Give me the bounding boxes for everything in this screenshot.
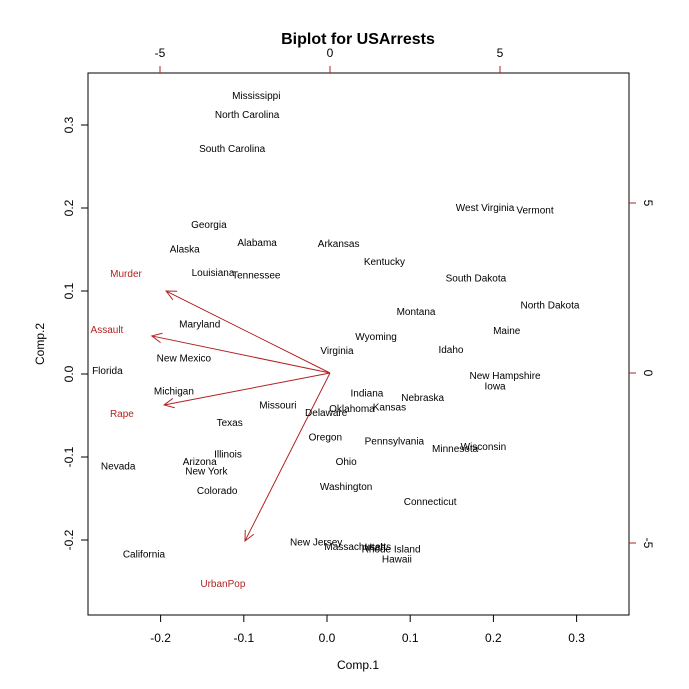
arrowhead-icon — [150, 332, 163, 344]
observation-label: Wyoming — [355, 332, 397, 343]
observation-label: Hawaii — [382, 554, 412, 565]
observation-label: North Carolina — [215, 110, 280, 121]
observation-label: New York — [185, 466, 228, 477]
observation-label: Connecticut — [404, 497, 457, 508]
observation-label: Wisconsin — [461, 442, 507, 453]
right-tick-label: -5 — [641, 538, 655, 549]
observation-label: Pennsylvania — [365, 436, 425, 447]
x-tick-label: -0.1 — [233, 631, 254, 645]
observation-label: Oregon — [309, 432, 342, 443]
observation-label: Missouri — [259, 401, 296, 412]
y-axis-label: Comp.2 — [33, 323, 47, 365]
observation-label: Texas — [217, 418, 243, 429]
observation-label: Alabama — [237, 238, 277, 249]
loading-arrows: Murder Assault Rape UrbanPop — [91, 269, 331, 590]
observation-label: Maryland — [179, 319, 220, 330]
observation-label: Maine — [493, 326, 521, 337]
observation-label: Nebraska — [401, 393, 444, 404]
top-axis: -5 0 5 — [155, 46, 504, 73]
top-tick-label: 0 — [327, 46, 334, 60]
observation-label: Kentucky — [364, 257, 405, 268]
observation-label: Massachusetts — [324, 542, 391, 553]
right-tick-label: 5 — [641, 200, 655, 207]
observation-label: Iowa — [485, 382, 507, 393]
observation-label: Delaware — [305, 408, 348, 419]
observation-label: Washington — [320, 482, 372, 493]
observation-label: South Dakota — [446, 274, 507, 285]
observation-label: Vermont — [516, 206, 553, 217]
x-axis-label: Comp.1 — [337, 658, 379, 672]
observation-label: Minnesota — [432, 444, 479, 455]
plot-frame — [87, 72, 630, 616]
observation-label: West Virginia — [456, 203, 515, 214]
observation-label: New Mexico — [157, 353, 212, 364]
observation-label: Ohio — [336, 457, 358, 468]
top-tick-label: 5 — [497, 46, 504, 60]
y-tick-label: -0.1 — [62, 446, 76, 467]
loading-label: UrbanPop — [200, 579, 245, 590]
observation-label: Indiana — [351, 388, 384, 399]
observation-label: Arizona — [183, 457, 217, 468]
loading-label: Assault — [91, 325, 124, 336]
y-tick-label: 0.2 — [62, 199, 76, 216]
observation-label: Kansas — [373, 402, 406, 413]
y-tick-label: 0.3 — [62, 116, 76, 133]
observation-label: Illinois — [214, 450, 242, 461]
x-tick-label: 0.3 — [568, 631, 585, 645]
loading-arrow-murder: Murder — [110, 269, 331, 374]
observation-label: Virginia — [320, 346, 354, 357]
observation-label: Arkansas — [318, 239, 360, 250]
top-tick-label: -5 — [155, 46, 166, 60]
observation-label: Georgia — [191, 220, 227, 231]
observation-labels: Mississippi North Carolina South Carolina G… — [92, 91, 580, 565]
y-tick-label: 0.0 — [62, 365, 76, 382]
arrowhead-icon — [165, 290, 178, 301]
left-axis: -0.2 -0.1 0.0 0.1 0.2 0.3 — [62, 116, 88, 550]
loading-arrow-urbanpop: UrbanPop — [200, 372, 331, 590]
bottom-axis: -0.2 -0.1 0.0 0.1 0.2 0.3 — [150, 615, 585, 645]
observation-label: Oklahoma — [329, 404, 375, 415]
y-tick-label: 0.1 — [62, 282, 76, 299]
observation-label: Mississippi — [232, 91, 280, 102]
observation-label: Rhode Island — [362, 544, 421, 555]
observation-label: North Dakota — [521, 300, 580, 311]
x-tick-label: 0.0 — [319, 631, 336, 645]
loading-arrow-rape: Rape — [110, 372, 331, 420]
observation-label: California — [123, 549, 166, 560]
chart-title: Biplot for USArrests — [281, 31, 435, 48]
observation-label: Michigan — [154, 387, 194, 398]
observation-label: Louisiana — [192, 268, 235, 279]
loading-label: Murder — [110, 269, 142, 280]
observation-label: Nevada — [101, 461, 136, 472]
x-tick-label: 0.2 — [485, 631, 502, 645]
x-tick-label: 0.1 — [402, 631, 419, 645]
observation-label: New Hampshire — [469, 371, 541, 382]
y-tick-label: -0.2 — [62, 529, 76, 550]
arrowhead-icon — [244, 529, 255, 542]
observation-label: New Jersey — [290, 538, 342, 549]
loading-arrow-assault: Assault — [91, 325, 331, 374]
observation-label: Colorado — [197, 486, 238, 497]
x-tick-label: -0.2 — [150, 631, 171, 645]
loading-label: Rape — [110, 409, 134, 420]
observation-label: Tennessee — [232, 270, 281, 281]
observation-label: Utah — [365, 543, 386, 554]
right-tick-label: 0 — [641, 370, 655, 377]
right-axis: 5 0 -5 — [629, 200, 655, 549]
observation-label: Idaho — [438, 345, 463, 356]
observation-label: Florida — [92, 366, 123, 377]
observation-label: Montana — [397, 307, 436, 318]
arrowhead-icon — [162, 397, 175, 409]
observation-label: Alaska — [170, 245, 200, 256]
observation-label: South Carolina — [199, 144, 266, 155]
